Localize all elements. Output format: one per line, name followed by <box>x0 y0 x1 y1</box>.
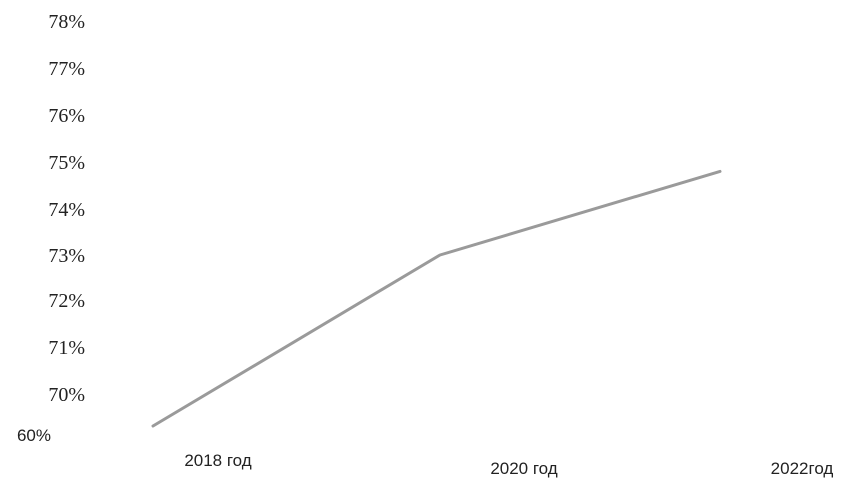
y-tick-label: 71% <box>48 337 85 359</box>
y-tick-label: 72% <box>48 290 85 312</box>
y-tick-label: 60% <box>17 426 51 445</box>
y-tick-label: 73% <box>48 245 85 267</box>
y-tick-label: 78% <box>48 11 85 33</box>
y-tick-label: 77% <box>48 58 85 80</box>
y-tick-label: 70% <box>48 384 85 406</box>
y-axis-tick-labels: 78% 77% 76% 75% 74% 73% 72% 71% 70% 60% <box>17 11 85 445</box>
x-axis-tick-labels: 2018 год 2020 год 2022год <box>184 451 833 478</box>
series-line <box>151 169 722 428</box>
y-tick-label: 74% <box>48 199 85 221</box>
x-tick-label: 2022год <box>771 459 834 478</box>
x-tick-label: 2020 год <box>490 459 557 478</box>
x-tick-label: 2018 год <box>184 451 251 470</box>
y-tick-label: 75% <box>48 152 85 174</box>
y-tick-label: 76% <box>48 105 85 127</box>
